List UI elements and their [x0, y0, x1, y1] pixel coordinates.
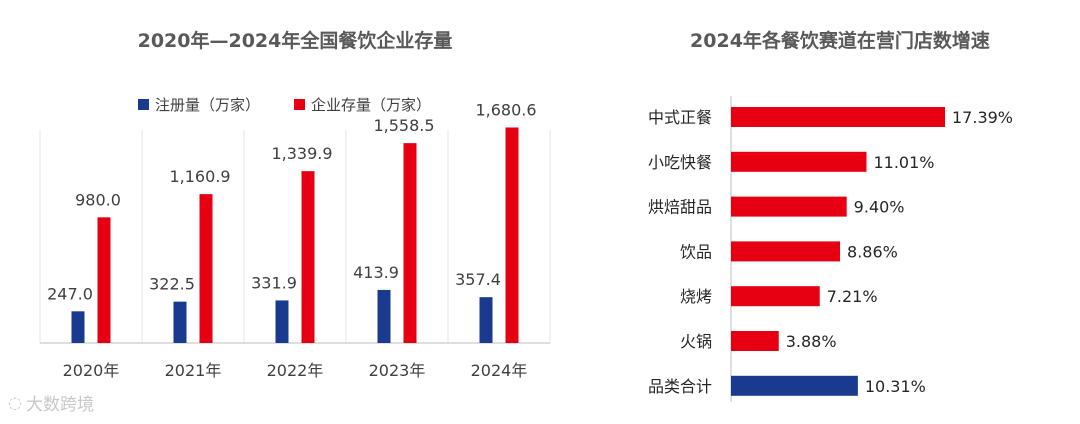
hbar-value-label-1: 11.01% — [873, 153, 934, 172]
hbar-value-label-4: 7.21% — [827, 287, 878, 306]
left-chart-legend: 注册量（万家） 企业存量（万家） — [138, 94, 431, 115]
bar-registrations-3 — [377, 289, 391, 343]
hbar-value-label-6: 10.31% — [865, 377, 926, 396]
x-tick-label-3: 2023年 — [369, 361, 426, 380]
left-bar-chart: 247.0 980.0 2020年 322.5 1,160.9 2021年 331.9 1,3… — [39, 100, 551, 380]
data-label-registrations-3: 413.9 — [353, 263, 399, 282]
data-label-registrations-0: 247.0 — [47, 284, 93, 303]
bar-stock-1 — [199, 194, 213, 343]
bar-stock-2 — [301, 171, 315, 343]
hbar-2 — [731, 196, 847, 217]
bar-registrations-1 — [173, 301, 187, 343]
x-tick-label-2: 2022年 — [267, 361, 324, 380]
y-category-label-3: 饮品 — [680, 242, 712, 261]
x-tick-label-1: 2021年 — [165, 361, 222, 380]
source-logo-icon: ◌ — [8, 393, 22, 412]
hbar-value-label-2: 9.40% — [854, 198, 905, 217]
source-watermark: ◌ 大数跨境 — [8, 390, 94, 415]
data-label-stock-0: 980.0 — [75, 190, 121, 209]
hbar-value-label-5: 3.88% — [786, 332, 837, 351]
y-category-label-6: 品类合计 — [648, 377, 712, 396]
bar-registrations-2 — [275, 300, 289, 343]
hbar-1 — [731, 151, 867, 172]
data-label-stock-3: 1,558.5 — [373, 116, 434, 135]
hbar-value-label-0: 17.39% — [952, 108, 1013, 127]
y-category-label-0: 中式正餐 — [648, 108, 712, 127]
y-category-label-5: 火锅 — [680, 332, 712, 351]
x-tick-label-4: 2024年 — [471, 361, 528, 380]
data-label-stock-1: 1,160.9 — [169, 167, 230, 186]
source-watermark-text: 大数跨境 — [25, 395, 94, 415]
hbar-3 — [731, 241, 841, 262]
legend-swatch-registrations — [138, 99, 149, 110]
right-bar-chart: 中式正餐 17.39% 小吃快餐 11.01% 烘焙甜品 9.40% 饮品 8.86% 烧烤 7.… — [648, 96, 1013, 402]
bar-stock-0 — [97, 217, 111, 343]
legend-item-registrations: 注册量（万家） — [138, 94, 260, 115]
data-label-stock-4: 1,680.6 — [475, 100, 536, 119]
hbar-value-label-3: 8.86% — [847, 242, 898, 261]
data-label-registrations-4: 357.4 — [455, 270, 501, 289]
legend-swatch-stock — [294, 99, 306, 110]
hbar-6 — [731, 375, 858, 396]
data-label-registrations-2: 331.9 — [251, 273, 297, 292]
left-chart-title: 2020年—2024年全国餐饮企业存量 — [137, 30, 453, 52]
legend-item-stock: 企业存量（万家） — [294, 94, 431, 115]
hbar-5 — [731, 331, 779, 351]
data-label-registrations-1: 322.5 — [149, 275, 195, 294]
data-label-stock-2: 1,339.9 — [271, 144, 332, 163]
bar-registrations-4 — [479, 297, 493, 343]
hbar-0 — [731, 107, 945, 127]
bar-stock-3 — [403, 143, 417, 343]
legend-label-registrations: 注册量（万家） — [155, 96, 261, 114]
legend-label-stock: 企业存量（万家） — [311, 96, 432, 114]
hbar-4 — [731, 286, 820, 307]
right-chart-title: 2024年各餐饮赛道在营门店数增速 — [690, 30, 990, 52]
x-tick-label-0: 2020年 — [63, 361, 120, 380]
bar-registrations-0 — [71, 311, 85, 343]
bar-stock-4 — [505, 127, 519, 343]
y-category-label-4: 烧烤 — [680, 287, 712, 306]
y-category-label-1: 小吃快餐 — [648, 153, 712, 172]
y-category-label-2: 烘焙甜品 — [648, 198, 712, 217]
